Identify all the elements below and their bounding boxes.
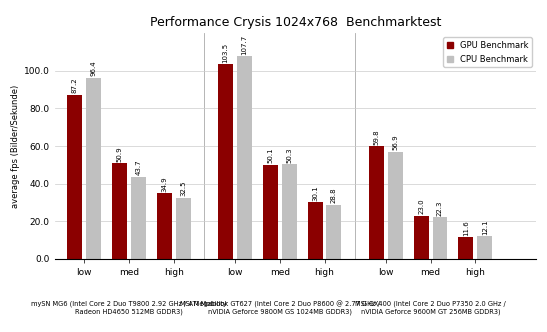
Bar: [112, 163, 127, 259]
Text: 87.2: 87.2: [72, 78, 78, 93]
Text: 50.1: 50.1: [267, 148, 274, 163]
Bar: [433, 217, 447, 259]
Text: 59.8: 59.8: [373, 129, 379, 145]
Text: MSI GX400 (Intel Core 2 Duo P7350 2.0 GHz /
nVIDIA Geforce 9600M GT 256MB GDDR3): MSI GX400 (Intel Core 2 Duo P7350 2.0 GH…: [355, 301, 506, 315]
Text: 28.8: 28.8: [331, 188, 337, 203]
Text: 50.3: 50.3: [286, 147, 292, 163]
Text: 50.9: 50.9: [117, 146, 123, 162]
Text: 32.5: 32.5: [180, 181, 186, 196]
Bar: [388, 152, 403, 259]
Text: 30.1: 30.1: [312, 185, 318, 201]
Text: 23.0: 23.0: [418, 199, 424, 214]
Text: 12.1: 12.1: [482, 219, 488, 235]
Bar: [478, 236, 492, 259]
Bar: [282, 164, 296, 259]
Bar: [131, 177, 146, 259]
Text: mySN MG6 (Intel Core 2 Duo T9800 2.92 GHz / ATI Mobility
Radeon HD4650 512MB GDD: mySN MG6 (Intel Core 2 Duo T9800 2.92 GH…: [31, 301, 227, 315]
Text: 56.9: 56.9: [392, 135, 398, 150]
Legend: GPU Benchmark, CPU Benchmark: GPU Benchmark, CPU Benchmark: [444, 38, 532, 67]
Bar: [157, 193, 172, 259]
Y-axis label: average fps (Bilder/Sekunde): average fps (Bilder/Sekunde): [11, 84, 20, 208]
Text: 107.7: 107.7: [241, 35, 247, 55]
Bar: [327, 205, 341, 259]
Text: MSI Megabook GT627 (Intel Core 2 Duo P8600 @ 2.77 GHz /
nVIDIA Geforce 9800M GS : MSI Megabook GT627 (Intel Core 2 Duo P86…: [180, 301, 380, 315]
Text: 43.7: 43.7: [135, 160, 141, 175]
Title: Performance ​Crysis​ 1024x768  Benchmarktest: Performance ​Crysis​ 1024x768 Benchmarkt…: [150, 16, 441, 29]
Text: 96.4: 96.4: [90, 60, 96, 76]
Bar: [458, 237, 473, 259]
Text: 103.5: 103.5: [223, 42, 229, 63]
Text: 11.6: 11.6: [463, 220, 469, 236]
Bar: [86, 78, 101, 259]
Text: 22.3: 22.3: [437, 200, 443, 215]
Bar: [369, 146, 384, 259]
Bar: [263, 165, 278, 259]
Bar: [67, 95, 82, 259]
Text: 34.9: 34.9: [161, 176, 167, 192]
Bar: [176, 198, 190, 259]
Bar: [218, 64, 233, 259]
Bar: [307, 202, 323, 259]
Bar: [237, 56, 252, 259]
Bar: [414, 216, 428, 259]
